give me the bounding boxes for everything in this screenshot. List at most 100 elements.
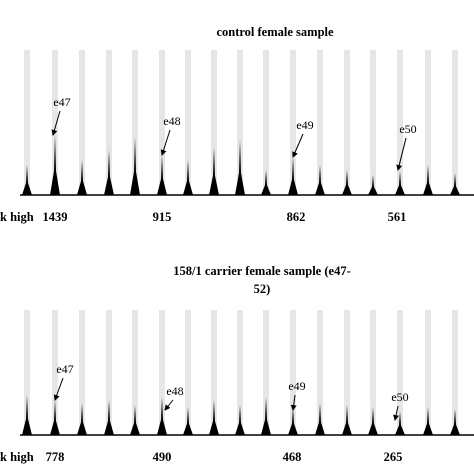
- peak: [450, 173, 460, 195]
- peak: [104, 400, 114, 435]
- peak: [209, 147, 219, 195]
- arrow: [160, 129, 171, 156]
- size-marker: [317, 50, 323, 195]
- panel: 158/1 carrier female sample (e47- 52) e47 e…: [0, 264, 474, 464]
- peak-height: 561: [388, 210, 407, 224]
- size-marker: [185, 50, 191, 195]
- size-marker: [344, 310, 350, 435]
- peak: [50, 135, 60, 195]
- panel-title: 52): [254, 282, 271, 296]
- size-marker: [317, 310, 323, 435]
- peak: [315, 403, 325, 435]
- peak: [423, 165, 433, 195]
- size-marker: [425, 310, 431, 435]
- peak: [423, 407, 433, 435]
- size-marker: [397, 50, 403, 195]
- size-marker: [263, 50, 269, 195]
- peak: [157, 155, 167, 195]
- size-marker: [370, 310, 376, 435]
- size-marker: [397, 310, 403, 435]
- exon-label: e47: [53, 95, 70, 109]
- arrow: [292, 133, 304, 158]
- peak: [395, 171, 405, 195]
- size-marker: [344, 50, 350, 195]
- arrow: [164, 399, 174, 411]
- peak: [315, 165, 325, 195]
- peak-height: 468: [283, 450, 302, 464]
- peak: [183, 160, 193, 195]
- size-marker: [237, 310, 243, 435]
- size-marker: [106, 310, 112, 435]
- size-marker: [159, 50, 165, 195]
- peak: [130, 137, 140, 195]
- size-marker: [425, 50, 431, 195]
- size-marker: [79, 50, 85, 195]
- peak-height: 862: [287, 210, 306, 224]
- peak: [368, 407, 378, 435]
- size-marker: [237, 50, 243, 195]
- size-marker: [52, 310, 58, 435]
- peak: [368, 175, 378, 195]
- peak: [209, 400, 219, 435]
- arrow: [51, 110, 61, 136]
- peak: [342, 405, 352, 435]
- arrow: [396, 137, 407, 171]
- peak-height: 490: [153, 450, 172, 464]
- size-marker: [452, 50, 458, 195]
- panel-title: control female sample: [216, 25, 334, 39]
- peak: [450, 409, 460, 435]
- peak: [288, 407, 298, 435]
- size-marker: [52, 50, 58, 195]
- peak-height: 778: [46, 450, 65, 464]
- exon-label: e47: [56, 362, 73, 376]
- size-marker: [132, 50, 138, 195]
- size-marker: [370, 50, 376, 195]
- arrow: [290, 394, 297, 411]
- peak: [22, 165, 32, 195]
- peak: [235, 140, 245, 195]
- peak: [157, 397, 167, 435]
- row-label: k high: [0, 450, 34, 464]
- size-marker: [79, 310, 85, 435]
- size-marker: [211, 50, 217, 195]
- size-marker: [185, 310, 191, 435]
- peak: [22, 395, 32, 435]
- peak: [288, 157, 298, 195]
- peak: [395, 411, 405, 435]
- size-marker: [24, 50, 30, 195]
- peak: [77, 160, 87, 195]
- peak-height: 915: [153, 210, 172, 224]
- panel-title: 158/1 carrier female sample (e47-: [173, 264, 350, 278]
- peak: [104, 150, 114, 195]
- row-label: k high: [0, 210, 34, 224]
- exon-label: e50: [391, 390, 408, 404]
- exon-label: e50: [399, 122, 416, 136]
- size-marker: [211, 310, 217, 435]
- peak: [183, 407, 193, 435]
- peak: [342, 170, 352, 195]
- exon-label: e49: [296, 118, 313, 132]
- size-marker: [290, 310, 296, 435]
- peak: [261, 170, 271, 195]
- size-marker: [106, 50, 112, 195]
- peak: [77, 403, 87, 435]
- exon-label: e48: [163, 114, 180, 128]
- peak-height: 265: [384, 450, 403, 464]
- size-marker: [263, 310, 269, 435]
- size-marker: [452, 310, 458, 435]
- peak: [261, 397, 271, 435]
- exon-label: e49: [288, 379, 305, 393]
- size-marker: [159, 310, 165, 435]
- peak: [50, 400, 60, 435]
- panel: control female sample e47 e48 e49 e50 k high 1…: [0, 25, 474, 224]
- arrow: [393, 405, 399, 421]
- exon-label: e48: [166, 384, 183, 398]
- peak: [130, 405, 140, 435]
- size-marker: [290, 50, 296, 195]
- peak-height: 1439: [43, 210, 68, 224]
- peak: [235, 405, 245, 435]
- size-marker: [24, 310, 30, 435]
- arrow: [53, 377, 64, 401]
- size-marker: [132, 310, 138, 435]
